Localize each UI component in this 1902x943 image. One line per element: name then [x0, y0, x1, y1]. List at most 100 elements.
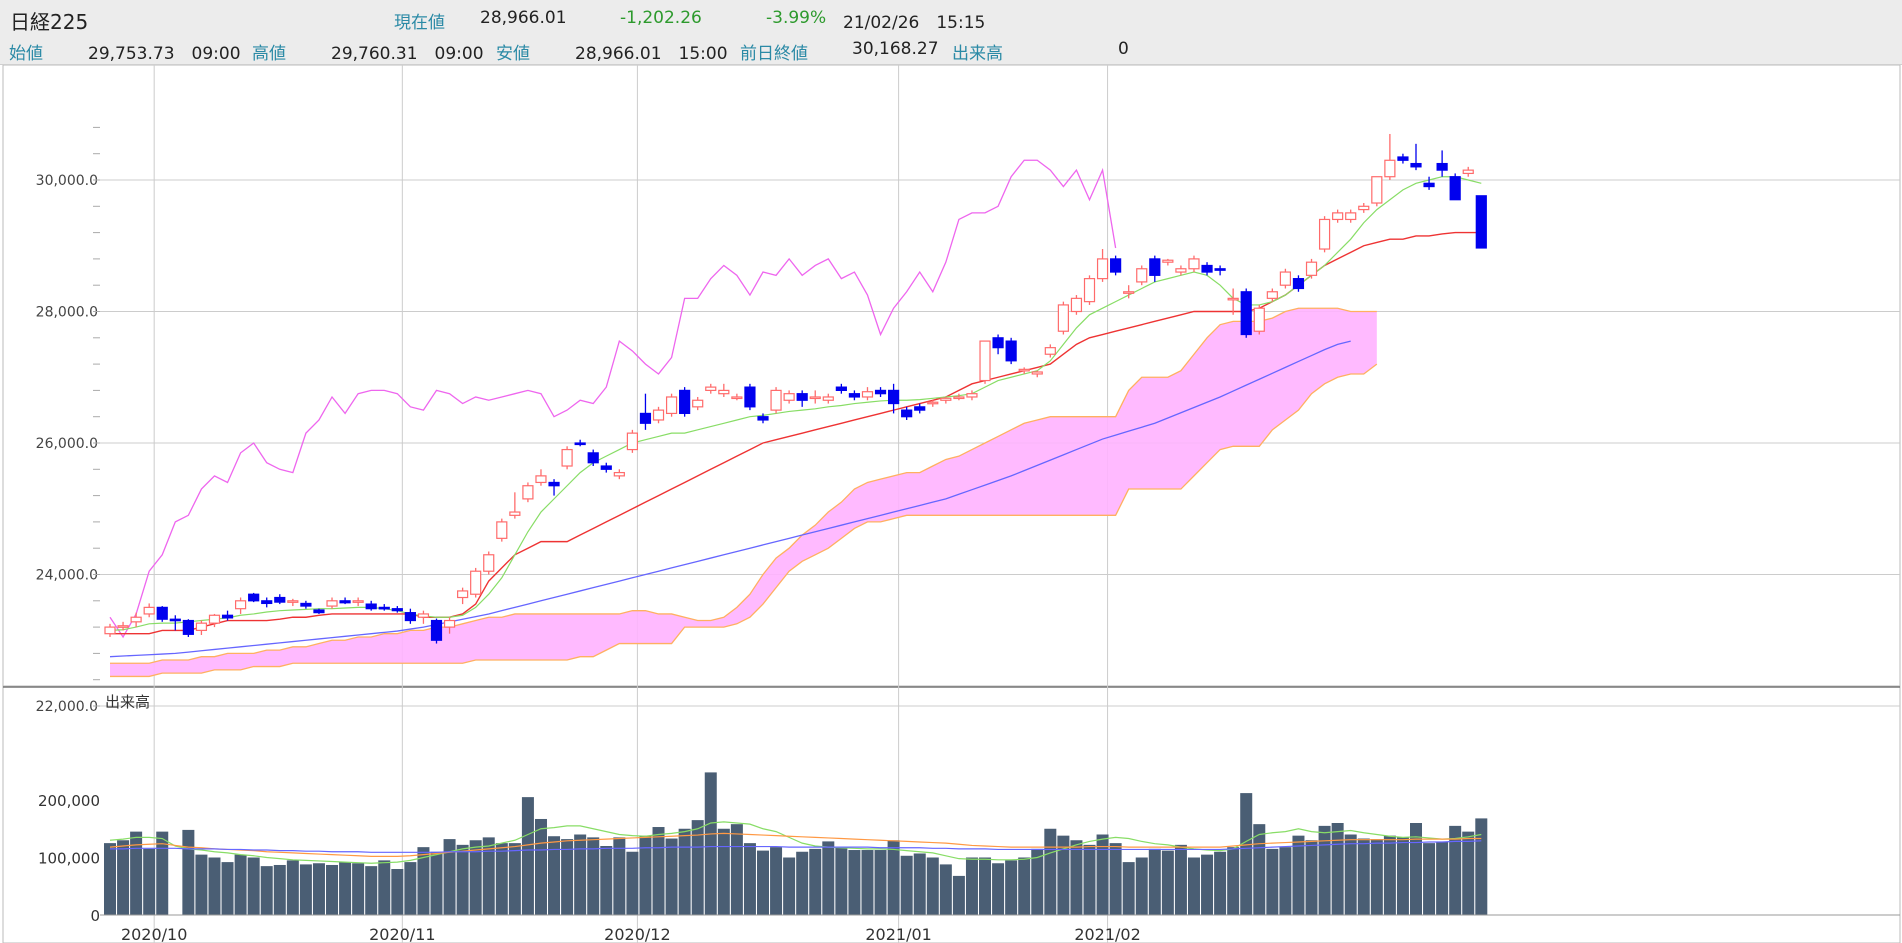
candle-body: [443, 619, 456, 628]
volume-bar: [1410, 823, 1422, 915]
candle-body: [104, 626, 116, 635]
volume-label: 出来高: [952, 44, 1003, 64]
volume-bar: [730, 824, 743, 915]
candle-body: [600, 465, 612, 470]
candle-body: [1410, 162, 1422, 168]
candle-body: [339, 600, 351, 604]
candle-body: [1175, 268, 1187, 273]
volume-bar: [1122, 862, 1135, 915]
volume-bar: [299, 864, 312, 915]
volume-bar: [365, 866, 378, 915]
volume-bar: [743, 843, 756, 915]
volume-bar: [1462, 831, 1475, 915]
candle-body: [744, 386, 756, 408]
candle-body: [783, 393, 795, 401]
volume-tick-label: 200,000: [38, 792, 100, 810]
high-value: 29,760.31 09:00: [331, 44, 484, 64]
price-change-percent: -3.99%: [766, 8, 827, 28]
volume-bar: [717, 828, 730, 915]
candle-body: [235, 600, 247, 610]
volume-bar: [1214, 851, 1227, 915]
date-tick-label: 2020/12: [604, 925, 670, 943]
candle-body: [887, 389, 900, 405]
volume-bar: [587, 837, 600, 915]
volume-bar: [965, 857, 978, 915]
volume-bar: [234, 854, 247, 915]
volume-bar: [130, 831, 143, 915]
volume-bar: [1292, 835, 1305, 915]
candle-body: [848, 393, 861, 398]
candle-body: [1136, 268, 1148, 283]
volume-bar: [979, 857, 992, 915]
candle-body: [1253, 307, 1265, 332]
candle-body: [1162, 259, 1174, 263]
candle-body: [326, 600, 338, 607]
candle-body: [927, 401, 939, 405]
volume-bar: [1253, 824, 1266, 915]
candle-body: [731, 396, 743, 400]
candle-body: [117, 625, 129, 628]
candle-body: [1358, 205, 1370, 211]
open-label: 始値: [9, 44, 43, 64]
volume-bar: [1083, 844, 1096, 915]
volume-bar: [391, 869, 404, 915]
candle-body: [509, 511, 521, 516]
current-price-label: 現在値: [394, 13, 445, 33]
volume-bar: [1318, 825, 1331, 915]
candle-body: [665, 396, 678, 415]
candle-body: [705, 386, 717, 391]
volume-bar: [561, 839, 574, 915]
candle-body: [1305, 261, 1318, 276]
volume-bar: [770, 847, 783, 915]
candle-body: [809, 396, 821, 400]
volume-average-mid-line: [109, 832, 1482, 857]
volume-bar: [1057, 835, 1070, 915]
volume-bar: [861, 850, 874, 915]
volume-bar: [1148, 848, 1161, 915]
candle-body: [287, 600, 299, 603]
stock-chart: 22,000.0 24,000.0 26,000.0 28,000.0 30,000.0…: [2, 65, 1901, 943]
volume-bar: [1018, 857, 1031, 915]
candle-body: [1397, 156, 1409, 161]
candle-body: [587, 452, 599, 464]
volume-bar: [443, 839, 456, 915]
volume-bar: [939, 864, 952, 915]
long-moving-average-line: [109, 340, 1351, 658]
volume-bar: [352, 863, 365, 915]
volume-bar: [1201, 854, 1214, 915]
volume-bar: [665, 838, 678, 915]
volume-bar: [221, 862, 234, 915]
candle-body: [1462, 169, 1474, 175]
candle-body: [979, 340, 991, 382]
candle-body: [692, 399, 704, 408]
cloud-span-a-line: [110, 307, 1377, 664]
volume-bar: [613, 837, 626, 915]
volume-tick-label: 0: [90, 907, 100, 925]
volume-bar: [404, 862, 417, 915]
candle-body: [457, 590, 469, 599]
volume-average-short-line: [109, 821, 1482, 864]
volume-bar: [1005, 860, 1018, 915]
candle-body: [1384, 159, 1396, 178]
volume-bar: [992, 863, 1005, 915]
candle-body: [1279, 271, 1292, 286]
candle-body: [626, 432, 639, 451]
current-price-value: 28,966.01: [480, 8, 567, 28]
candle-body: [1188, 258, 1200, 270]
volume-bar: [208, 857, 221, 915]
date-tick-label: 2020/11: [369, 925, 435, 943]
candle-body: [1110, 258, 1122, 273]
volume-bar: [104, 843, 116, 915]
candle-body: [1475, 195, 1487, 249]
volume-bar: [195, 854, 208, 915]
volume-value: 0: [1118, 39, 1129, 59]
volume-bar: [900, 855, 913, 915]
volume-bar: [1344, 834, 1357, 915]
volume-bar: [417, 847, 430, 915]
candle-body: [861, 391, 874, 398]
candle-body: [652, 409, 665, 421]
volume-bar: [1475, 818, 1488, 915]
volume-bar: [1279, 847, 1292, 915]
volume-bar: [926, 857, 939, 915]
candle-body: [574, 442, 586, 446]
